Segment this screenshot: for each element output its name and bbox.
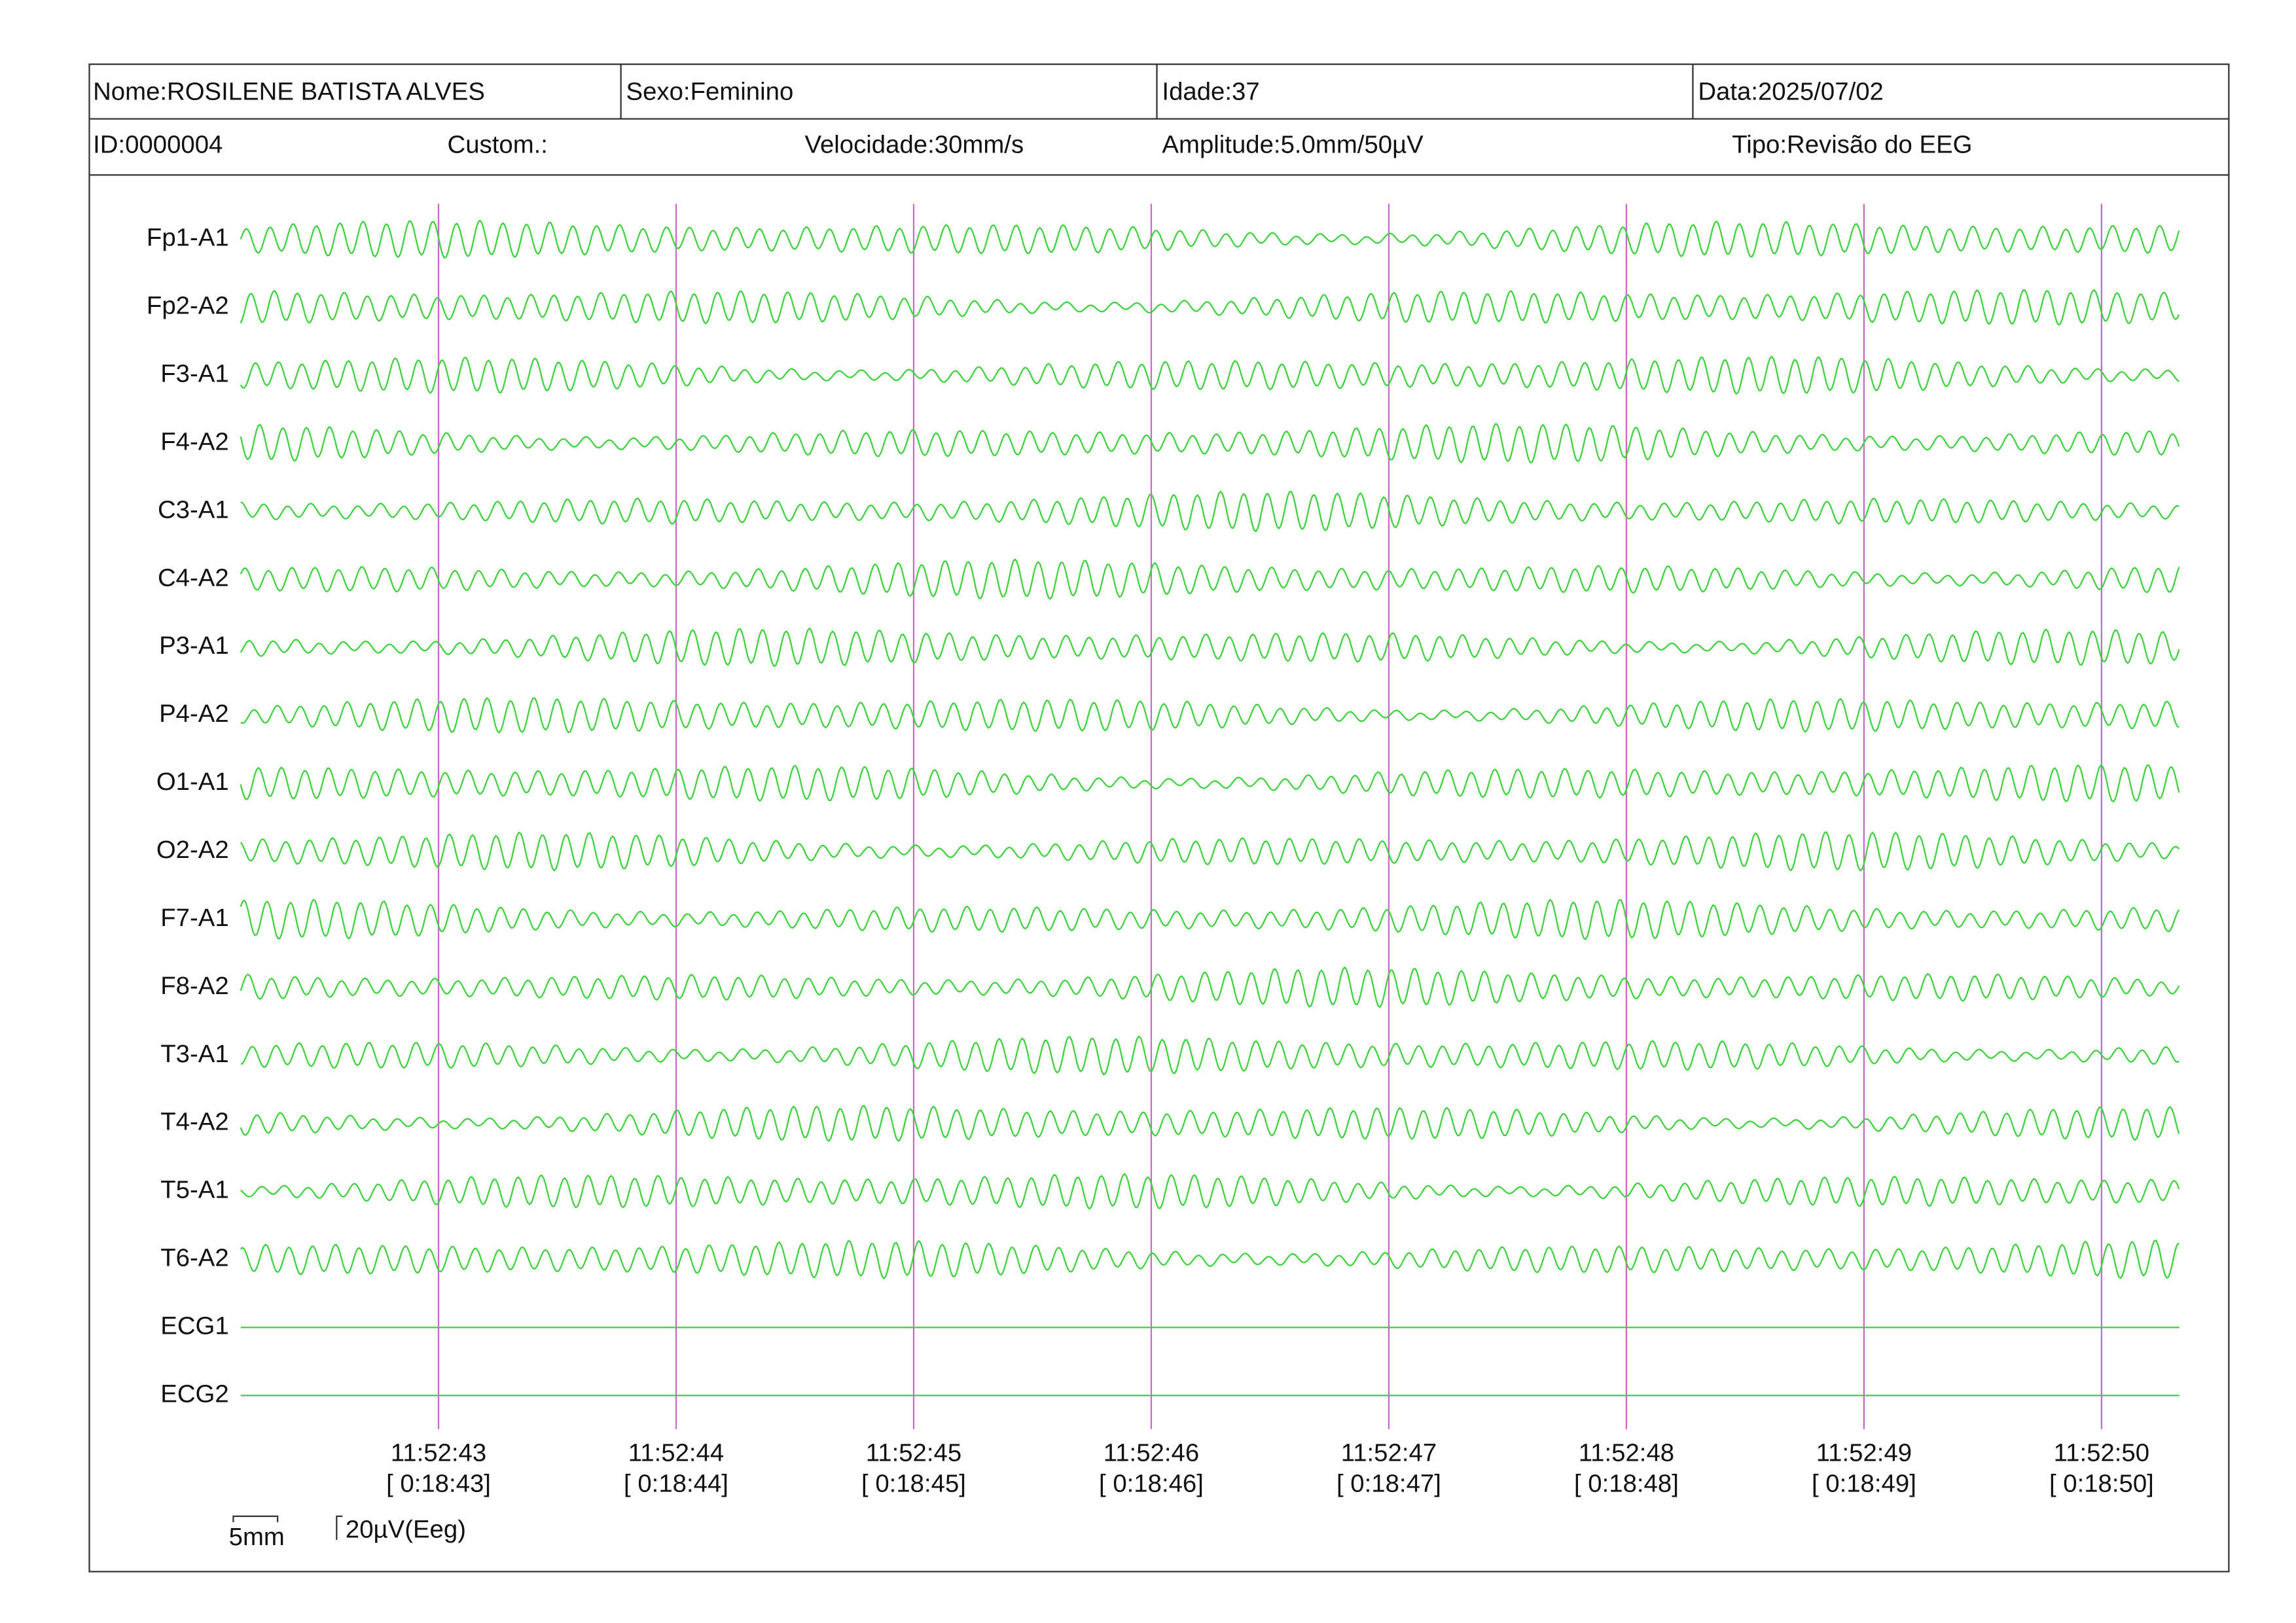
- header-field: Tipo:Revisão do EEG: [1732, 130, 1972, 158]
- channel-label: T5-A1: [160, 1176, 228, 1204]
- channel-label: Fp2-A2: [147, 292, 229, 320]
- elapsed-label: [ 0:18:44]: [624, 1470, 728, 1498]
- eeg-trace: [240, 1035, 2179, 1076]
- channel-label: Fp1-A1: [147, 224, 229, 252]
- eeg-trace: [240, 764, 2180, 803]
- header-field: ID:0000004: [93, 130, 223, 158]
- eeg-trace: [240, 219, 2180, 259]
- eeg-trace: [240, 966, 2180, 1008]
- channel-label: C3-A1: [158, 495, 229, 524]
- elapsed-label: [ 0:18:43]: [386, 1470, 491, 1498]
- elapsed-label: [ 0:18:46]: [1099, 1470, 1204, 1498]
- eeg-trace: [240, 627, 2180, 668]
- time-scale-bar: [232, 1515, 279, 1522]
- channel-label: F4-A2: [160, 427, 228, 455]
- channel-label: C4-A2: [158, 563, 229, 592]
- elapsed-label: [ 0:18:50]: [2049, 1470, 2154, 1498]
- time-label: 11:52:49: [1816, 1438, 1912, 1467]
- channel-label: T6-A2: [160, 1244, 228, 1272]
- eeg-trace: [240, 1173, 2180, 1210]
- eeg-trace: [240, 558, 2180, 600]
- header-field: Data:2025/07/02: [1698, 77, 1884, 105]
- amplitude-scale-bar: [336, 1515, 343, 1540]
- channel-label: O1-A1: [156, 768, 229, 796]
- eeg-trace: [240, 423, 2180, 464]
- header-field: Sexo:Feminino: [626, 77, 794, 105]
- header-field: Custom.:: [448, 130, 548, 158]
- channel-label: F7-A1: [160, 904, 228, 932]
- eeg-trace: [240, 490, 2179, 533]
- channel-label: F3-A1: [160, 359, 228, 387]
- eeg-trace: [240, 355, 2179, 395]
- time-label: 11:52:45: [866, 1438, 961, 1467]
- header-field: Nome:ROSILENE BATISTA ALVES: [93, 77, 485, 105]
- time-label: 11:52:50: [2054, 1438, 2149, 1467]
- report-frame: [88, 63, 2230, 1573]
- amplitude-scale-label: 20µV(Eeg): [346, 1516, 466, 1544]
- channel-label: O2-A2: [156, 836, 229, 864]
- time-label: 11:52:43: [391, 1438, 486, 1467]
- header-field: Idade:37: [1162, 77, 1259, 105]
- elapsed-label: [ 0:18:48]: [1574, 1470, 1679, 1498]
- elapsed-label: [ 0:18:49]: [1812, 1470, 1916, 1498]
- eeg-trace: [240, 831, 2180, 872]
- header-field: Velocidade:30mm/s: [804, 130, 1024, 158]
- channel-label: F8-A2: [160, 972, 228, 1000]
- eeg-trace: [240, 289, 2180, 326]
- header-field: Amplitude:5.0mm/50µV: [1162, 130, 1424, 158]
- time-scale-label: 5mm: [229, 1523, 285, 1551]
- eeg-trace: [240, 697, 2179, 734]
- channel-label: T3-A1: [160, 1040, 228, 1068]
- channel-label: ECG2: [160, 1380, 228, 1408]
- time-label: 11:52:46: [1103, 1438, 1199, 1467]
- time-label: 11:52:48: [1579, 1438, 1674, 1467]
- elapsed-label: [ 0:18:47]: [1336, 1470, 1441, 1498]
- time-label: 11:52:44: [628, 1438, 724, 1467]
- channel-label: P4-A2: [159, 700, 229, 728]
- eeg-trace: [240, 1240, 2179, 1280]
- eeg-trace: [240, 1105, 2180, 1142]
- channel-label: T4-A2: [160, 1108, 228, 1136]
- eeg-trace: [240, 899, 2180, 941]
- channel-label: ECG1: [160, 1312, 228, 1340]
- channel-label: P3-A1: [159, 632, 229, 660]
- elapsed-label: [ 0:18:45]: [861, 1470, 966, 1498]
- time-label: 11:52:47: [1341, 1438, 1437, 1467]
